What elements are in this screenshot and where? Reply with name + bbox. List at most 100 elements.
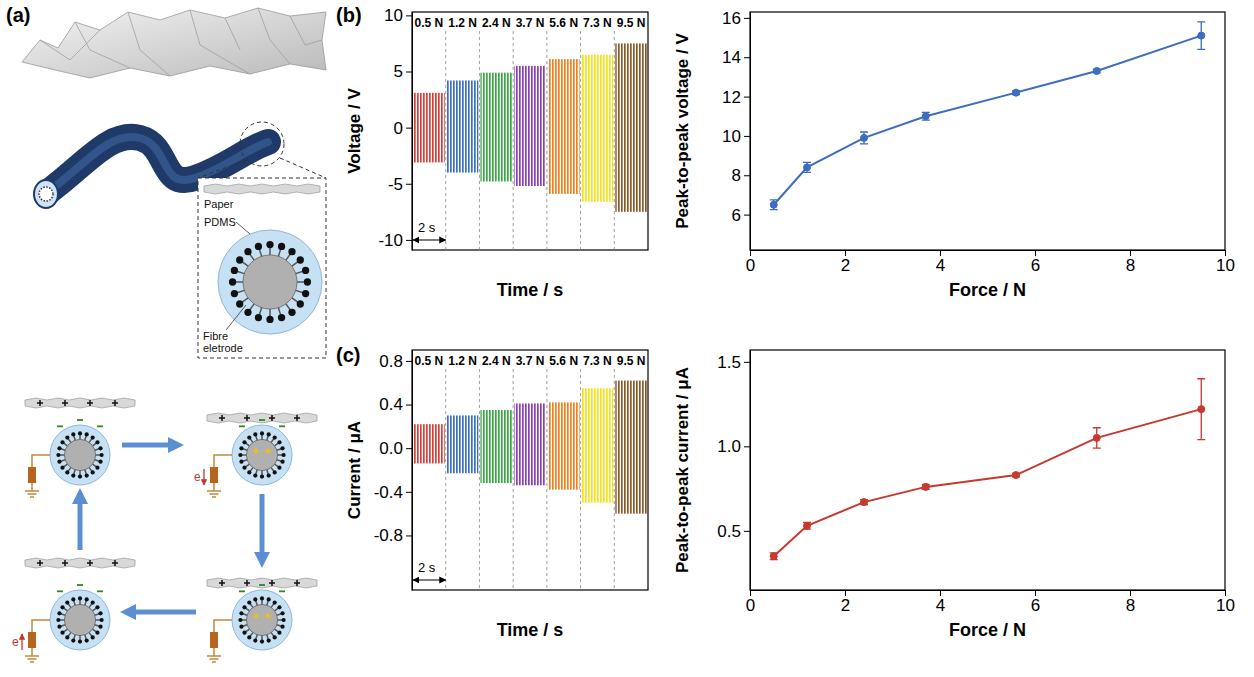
- nanofibre-tip: [244, 309, 251, 316]
- y-tick: 0.8: [379, 352, 412, 371]
- charge-minus: [57, 425, 63, 427]
- nanofibre-tip: [85, 638, 89, 642]
- nanofibre-tip: [277, 466, 281, 470]
- error-bar: [922, 112, 930, 120]
- nanofibre-tip: [304, 278, 311, 285]
- segment-label: 0.5 N: [415, 354, 444, 368]
- charge-plus: [265, 448, 271, 454]
- paper-crease: [190, 10, 250, 74]
- scale-bar-label: 2 s: [418, 560, 436, 575]
- y-tick: 0.4: [379, 395, 412, 414]
- paper-sheet: [22, 8, 326, 78]
- nanofibre-tip: [253, 597, 257, 601]
- paper-strip: [207, 413, 317, 423]
- y-axis-line: [750, 351, 751, 591]
- segment-divider: [580, 369, 581, 590]
- nanofibre-tip: [278, 243, 285, 250]
- charge-plus: [265, 613, 271, 619]
- ground: [207, 656, 221, 662]
- y-tick: 16: [722, 9, 750, 28]
- x-tick-label: 0: [746, 596, 755, 615]
- y-tick: 1.5: [717, 353, 750, 372]
- fibre-end-core: [39, 187, 53, 201]
- paper-crease: [225, 18, 240, 50]
- nanofibre-tip: [95, 466, 99, 470]
- cycle-arrow: [122, 443, 176, 448]
- y-tick-label: 8: [732, 166, 741, 185]
- x-tick-label: 10: [1216, 596, 1235, 615]
- y-tick-label: 0.4: [379, 395, 403, 414]
- ground: [207, 491, 221, 497]
- x-axis: 0246810: [746, 250, 1235, 275]
- pdms-layer: [232, 425, 292, 485]
- y-axis-line: [750, 13, 751, 251]
- nanofibre-tip: [260, 431, 264, 435]
- nanofibre-tip: [288, 309, 295, 316]
- x-tick: 4: [936, 590, 945, 615]
- nanofibre-tip: [85, 432, 89, 436]
- x-tick-label: 10: [1216, 256, 1235, 275]
- nanofibre-tip: [57, 611, 61, 615]
- y-axis: 6810121416: [722, 9, 750, 251]
- charge-minus: [259, 419, 265, 421]
- x-axis: 0246810: [746, 590, 1235, 615]
- nanofibre-tip: [273, 470, 277, 474]
- y-axis: -10-50510: [378, 6, 412, 250]
- charge-minus: [239, 590, 245, 592]
- error-bar: [922, 484, 930, 489]
- x-axis-line: [751, 250, 1226, 251]
- nanofibre-tip: [302, 290, 309, 297]
- segment-label: 2.4 N: [482, 354, 511, 368]
- charge-minus: [97, 590, 103, 592]
- y-tick-label: 6: [732, 206, 741, 225]
- signal-envelope: [582, 388, 614, 503]
- nanofibre-tip: [273, 600, 277, 604]
- nanofibre-tip: [280, 611, 284, 615]
- nanofibre-tip: [277, 605, 281, 609]
- x-tick: 2: [841, 250, 850, 275]
- nanofibre-tip: [98, 611, 102, 615]
- data-point: [770, 201, 777, 208]
- y-tick: 8: [732, 166, 750, 185]
- error-bar: [860, 500, 868, 505]
- nanofibre-tip: [247, 435, 251, 439]
- y-tick-label: -0.8: [374, 526, 403, 545]
- y-tick-label: 10: [384, 6, 403, 25]
- nanofibre-tip: [277, 631, 281, 635]
- segment-divider: [614, 31, 615, 250]
- nanofibre-tip: [277, 440, 281, 444]
- y-tick: 0.5: [717, 522, 750, 541]
- error-bar: [770, 200, 778, 210]
- nanofibre-tip: [242, 466, 246, 470]
- nanofibre-tip: [56, 453, 60, 457]
- nanofibre-tip: [244, 248, 251, 255]
- y-tick-label: -5: [388, 175, 403, 194]
- x-tick: 8: [1126, 250, 1135, 275]
- nanofibre-tip: [282, 618, 286, 622]
- nanofibre-tip: [273, 635, 277, 639]
- segment-label: 2.4 N: [482, 16, 511, 30]
- segment-divider: [513, 369, 514, 590]
- y-tick-mark: [406, 448, 412, 449]
- y-tick-mark: [744, 446, 750, 447]
- segment-divider: [479, 369, 480, 590]
- y-tick-mark: [406, 15, 412, 16]
- nanofibre-tip: [253, 473, 257, 477]
- nanofibre-tip: [260, 475, 264, 479]
- nanofibre-tip: [60, 466, 64, 470]
- nanofibre-tip: [247, 470, 251, 474]
- signal-envelope: [615, 381, 647, 514]
- segment-label: 7.3 N: [583, 354, 612, 368]
- y-tick: 10: [384, 6, 412, 25]
- nanofibre-tip: [98, 460, 102, 464]
- y-tick: 0: [394, 119, 412, 138]
- nanofibre-tip: [78, 596, 82, 600]
- nanofibre-tip: [78, 640, 82, 644]
- y-tick: 1.0: [717, 437, 750, 456]
- segment-label: 3.7 N: [516, 354, 545, 368]
- data-point: [922, 483, 929, 490]
- y-tick-label: -0.4: [374, 483, 403, 502]
- nanofibre-tip: [267, 432, 271, 436]
- data-line: [774, 36, 1202, 205]
- resistor: [28, 632, 36, 648]
